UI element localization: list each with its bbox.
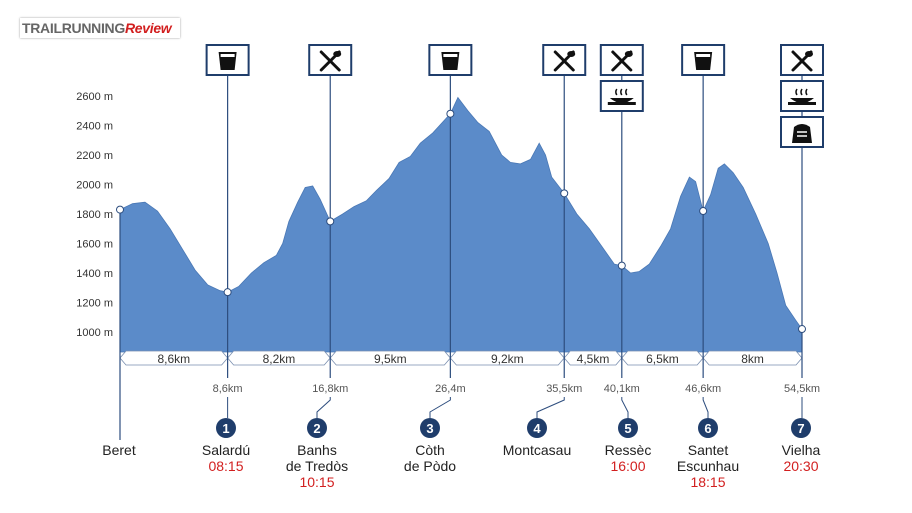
checkpoint-badge [216, 418, 236, 438]
plate-shape [788, 102, 816, 105]
spoon-head [805, 51, 813, 57]
checkpoint-marker [446, 109, 455, 118]
glass-rim [696, 54, 711, 57]
food-icon [780, 44, 824, 76]
bowl-shape [609, 98, 634, 103]
food-icon [308, 44, 353, 76]
checkpoint-name: Escunhau [677, 458, 739, 474]
checkpoint-name: Banhs [297, 442, 337, 458]
spoon-head [333, 51, 342, 57]
checkpoint-marker [617, 261, 626, 270]
bag-stripes [797, 131, 807, 137]
badge-connector [536, 397, 565, 418]
spoon-head [567, 51, 576, 57]
food-icon-frame [599, 44, 644, 76]
checkpoint-marker [223, 288, 232, 297]
y-tick-label: 1400 m [76, 268, 113, 280]
checkpoint-number: 6 [704, 421, 711, 436]
checkpoint-number: 7 [797, 421, 804, 436]
brand-part2: Review [124, 20, 172, 36]
plate-shape [607, 102, 636, 105]
checkpoint-km: 26,4m [435, 383, 466, 395]
checkpoint-name: Còth [415, 442, 445, 458]
steam-shape [615, 88, 628, 96]
checkpoint-marker [560, 189, 569, 198]
checkpoint-km: 16,8km [312, 383, 348, 395]
y-tick-label: 1200 m [76, 298, 113, 310]
glass-rim [220, 54, 235, 57]
checkpoint-marker [326, 217, 335, 226]
hot-meal-icon [780, 80, 824, 112]
checkpoint-marker [116, 205, 124, 214]
checkpoint-badge [420, 418, 440, 438]
segment-distance: 8,6km [157, 352, 190, 366]
segment-distance: 8,2km [263, 352, 296, 366]
checkpoint-time: 08:15 [208, 458, 243, 474]
checkpoint-time: 18:15 [690, 474, 725, 490]
checkpoint-number: 2 [313, 421, 320, 436]
checkpoint-km: 54,5km [784, 383, 820, 395]
food-icon [542, 44, 587, 76]
brand-logo: TRAILRUNNINGReview [20, 18, 180, 38]
y-tick-label: 2400 m [76, 121, 113, 133]
checkpoint-marker [699, 207, 708, 216]
badge-connector [429, 397, 451, 418]
drink-icon [681, 44, 726, 76]
drink-icon [428, 44, 473, 76]
checkpoint-name: Vielha [782, 442, 821, 458]
checkpoint-number: 3 [426, 421, 433, 436]
checkpoint-number: 1 [222, 421, 229, 436]
checkpoint-number: 5 [624, 421, 631, 436]
y-tick-label: 2600 m [76, 91, 113, 103]
glass-rim [443, 54, 458, 57]
checkpoint-badge [791, 418, 811, 438]
bag-icon [780, 116, 824, 148]
checkpoint-name: Santet [688, 442, 729, 458]
bowl-shape [790, 98, 814, 103]
hot-meal-icon-frame [599, 80, 644, 112]
segment-distance: 4,5km [577, 352, 610, 366]
hot-meal-icon [599, 80, 644, 112]
checkpoint-time: 10:15 [299, 474, 334, 490]
badge-connector [316, 397, 331, 418]
bag-shape [792, 124, 812, 143]
brand-part1: TRAILRUNNING [22, 20, 125, 36]
segment-distance: 9,5km [374, 352, 407, 366]
checkpoint-name: Beret [102, 442, 136, 458]
checkpoint-km: 8,6km [213, 383, 243, 395]
segment-distance: 8km [741, 352, 764, 366]
y-tick-label: 1800 m [76, 209, 113, 221]
checkpoint-marker [798, 325, 806, 334]
segment-distance: 6,5km [646, 352, 679, 366]
checkpoint-badge [307, 418, 327, 438]
checkpoint-name: Ressèc [605, 442, 652, 458]
checkpoint-time: 16:00 [610, 458, 645, 474]
checkpoint-badge [618, 418, 638, 438]
checkpoint-km: 35,5km [546, 383, 582, 395]
steam-shape [795, 88, 808, 96]
y-tick-label: 2000 m [76, 180, 113, 192]
drink-icon [205, 44, 250, 76]
spoon-head [624, 51, 633, 57]
checkpoint-number: 4 [533, 421, 541, 436]
badge-connector [702, 397, 709, 418]
checkpoint-time: 20:30 [783, 458, 818, 474]
food-icon [599, 44, 644, 76]
y-tick-label: 1000 m [76, 327, 113, 339]
checkpoint-name: de Tredòs [286, 458, 348, 474]
elevation-area [119, 96, 803, 353]
badge-connector [621, 397, 629, 418]
checkpoint-name: Salardú [202, 442, 250, 458]
checkpoint-km: 46,6km [685, 383, 721, 395]
segment-distance: 9,2km [491, 352, 524, 366]
y-tick-label: 2200 m [76, 150, 113, 162]
checkpoint-km: 40,1km [604, 383, 640, 395]
checkpoint-badge [698, 418, 718, 438]
checkpoint-name: Montcasau [503, 442, 571, 458]
y-tick-label: 1600 m [76, 239, 113, 251]
hot-meal-icon-frame [780, 80, 824, 112]
checkpoint-badge [527, 418, 547, 438]
checkpoint-name: de Pòdo [404, 458, 456, 474]
